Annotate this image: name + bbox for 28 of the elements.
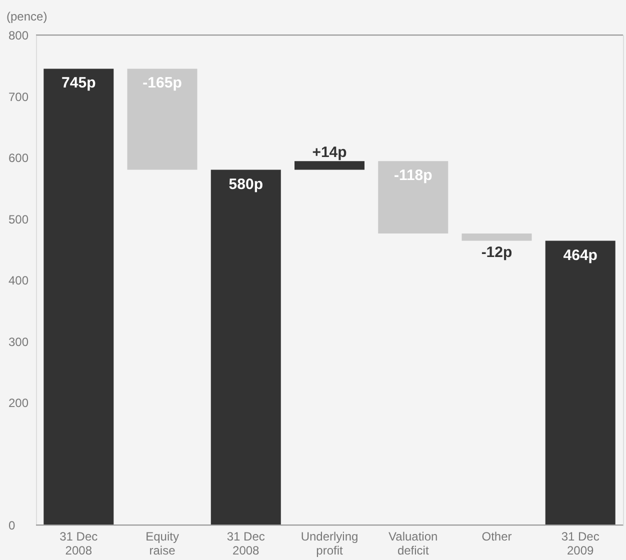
y-axis-title: (pence) (6, 10, 48, 24)
x-tick-label: Underlying profit (300, 530, 358, 558)
y-tick-label: 600 (8, 151, 29, 165)
bar (545, 240, 616, 525)
bar (378, 161, 448, 234)
data-label: -12p (481, 244, 512, 261)
x-tick-label: Valuation deficit (388, 530, 438, 558)
data-label: +14p (312, 144, 347, 162)
y-tick-label: 400 (8, 274, 29, 288)
x-tick-label: Equity raise (146, 530, 179, 558)
y-tick-label: 800 (8, 28, 29, 42)
x-tick-label: Other (482, 530, 512, 544)
y-tick-label: 300 (8, 334, 29, 349)
y-tick-label: 200 (8, 396, 29, 410)
data-label: 745p (62, 74, 96, 92)
bar (44, 68, 114, 525)
data-label: 580p (228, 176, 263, 193)
x-tick-label: 31 Dec 2009 (561, 530, 600, 558)
data-label: 464p (563, 246, 598, 264)
bar (462, 233, 532, 241)
y-tick-label: 0 (8, 518, 16, 532)
bar (210, 170, 281, 525)
x-tick-label: 31 Dec 2008 (226, 530, 265, 558)
bar (294, 161, 364, 170)
y-tick-label: 500 (8, 212, 29, 226)
bar (127, 68, 198, 170)
y-tick-label: 700 (8, 90, 29, 104)
x-tick-label: 31 Dec 2008 (60, 530, 98, 558)
